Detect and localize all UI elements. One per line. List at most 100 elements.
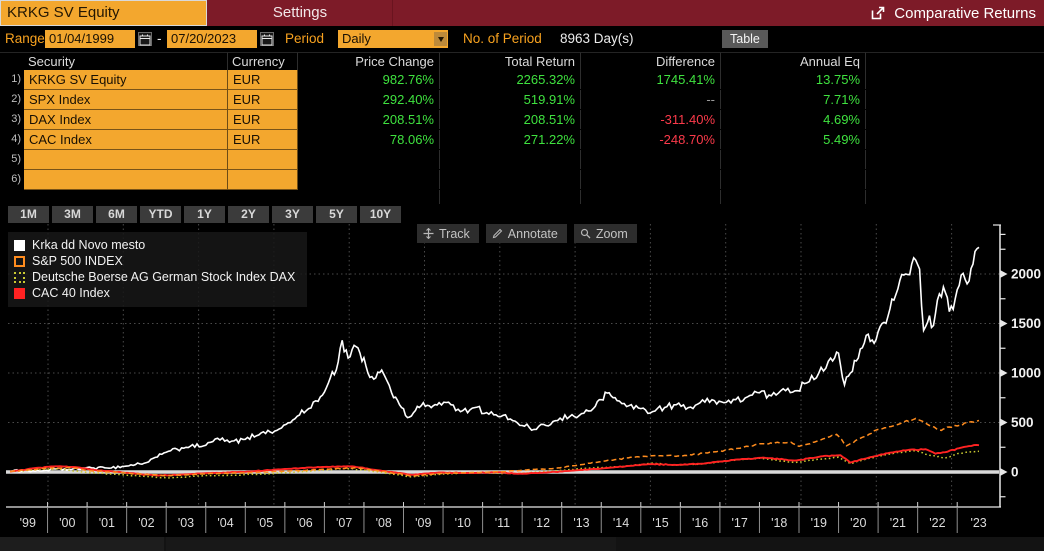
period-button-3m[interactable]: 3M xyxy=(52,205,93,223)
annual-eq-value: 5.49% xyxy=(721,130,866,149)
period-button-10y[interactable]: 10Y xyxy=(360,205,401,223)
period-button-3y[interactable]: 3Y xyxy=(272,205,313,223)
x-axis-label: '16 xyxy=(692,516,708,530)
difference-value xyxy=(581,170,721,189)
annual-eq-value: 13.75% xyxy=(721,70,866,89)
security-cell[interactable]: CAC Index xyxy=(24,130,228,150)
currency-cell[interactable]: EUR xyxy=(228,70,298,90)
legend-marker-0 xyxy=(14,239,25,251)
x-axis-label: '20 xyxy=(850,516,866,530)
end-date-input[interactable] xyxy=(167,30,257,48)
range-bar: Range - Period Daily No. of Period xyxy=(0,26,1044,52)
period-button-1m[interactable]: 1M xyxy=(8,205,49,223)
period-select[interactable]: Daily xyxy=(338,30,448,48)
chart-legend: Krka dd Novo mesto S&P 500 INDEX Deutsche … xyxy=(8,232,308,307)
security-cell[interactable]: SPX Index xyxy=(24,90,228,110)
range-label: Range xyxy=(5,31,45,46)
x-axis-label: '03 xyxy=(178,516,194,530)
track-button-label: Track xyxy=(439,226,470,241)
y-axis-label: 1500 xyxy=(1011,316,1041,331)
table-button[interactable]: Table xyxy=(722,30,768,48)
chart-area: 0 500 1000 1500 2000 '99 '00 '01 '02 '03 '04 '05 '06… xyxy=(0,224,1044,551)
annotate-button-label: Annotate xyxy=(507,226,558,241)
x-axis-label: '04 xyxy=(217,516,233,530)
chart-toolbar: Track Annotate Zoom xyxy=(417,224,637,243)
x-axis-year-band: '99 '00 '01 '02 '03 '04 '05 '06 '07 '08 '09 '10 '11 '… xyxy=(20,502,987,533)
legend-label-2: Deutsche Boerse AG German Stock Index DA… xyxy=(32,270,296,284)
export-icon[interactable] xyxy=(870,6,885,21)
total-return-value: 519.91% xyxy=(440,90,581,109)
legend-marker-1 xyxy=(14,255,25,267)
annotate-icon xyxy=(492,228,503,239)
legend-item-3[interactable]: CAC 40 Index xyxy=(14,285,295,301)
calendar-icon[interactable] xyxy=(260,32,274,46)
security-cell[interactable] xyxy=(24,170,228,190)
price-change-value xyxy=(298,170,440,189)
y-axis-label: 1000 xyxy=(1011,366,1041,381)
column-header-currency: Currency xyxy=(228,52,298,70)
annotate-button[interactable]: Annotate xyxy=(485,224,567,243)
total-return-value xyxy=(440,150,581,169)
security-tab[interactable]: KRKG SV Equity xyxy=(0,0,207,26)
row-number: 5) xyxy=(11,153,21,165)
zoom-button[interactable]: Zoom xyxy=(573,224,637,243)
legend-item-2[interactable]: Deutsche Boerse AG German Stock Index DA… xyxy=(14,269,295,285)
x-axis-label: '18 xyxy=(771,516,787,530)
column-header-spacer xyxy=(866,52,1044,70)
start-date-input[interactable] xyxy=(45,30,135,48)
y-axis-label: 0 xyxy=(1011,465,1019,480)
column-header-difference: Difference xyxy=(581,52,721,70)
x-axis-label: '99 xyxy=(20,516,36,530)
difference-value: -248.70% xyxy=(581,130,721,149)
period-button-2y[interactable]: 2Y xyxy=(228,205,269,223)
currency-cell[interactable]: EUR xyxy=(228,130,298,150)
currency-cell[interactable] xyxy=(228,150,298,170)
price-change-value: 208.51% xyxy=(298,110,440,129)
total-return-value: 271.22% xyxy=(440,130,581,149)
period-button-1y[interactable]: 1Y xyxy=(184,205,225,223)
x-axis-label: '23 xyxy=(970,516,986,530)
calendar-icon[interactable] xyxy=(138,32,152,46)
x-axis-label: '07 xyxy=(336,516,352,530)
period-button-ytd[interactable]: YTD xyxy=(140,205,181,223)
page-title: Comparative Returns xyxy=(894,4,1036,22)
difference-value: -- xyxy=(581,90,721,109)
currency-cell[interactable] xyxy=(228,170,298,190)
zoom-icon xyxy=(580,228,591,239)
function-title-group: Comparative Returns xyxy=(870,0,1036,26)
chart-canvas[interactable]: 0 500 1000 1500 2000 '99 '00 '01 '02 '03 '04 '05 '06… xyxy=(0,224,1044,551)
dropdown-arrow-icon[interactable] xyxy=(434,32,447,46)
security-cell[interactable]: DAX Index xyxy=(24,110,228,130)
row-spacer xyxy=(866,70,1044,89)
legend-label-1: S&P 500 INDEX xyxy=(32,254,123,268)
series-line-1 xyxy=(9,417,980,477)
x-axis-label: '14 xyxy=(613,516,629,530)
legend-item-1[interactable]: S&P 500 INDEX xyxy=(14,253,295,269)
y-axis-label: 2000 xyxy=(1011,267,1041,282)
row-number: 2) xyxy=(11,93,21,105)
x-axis-label: '11 xyxy=(495,516,510,530)
legend-item-0[interactable]: Krka dd Novo mesto xyxy=(14,237,295,253)
bottom-strip xyxy=(0,537,1044,551)
track-icon xyxy=(423,228,434,239)
security-cell[interactable] xyxy=(24,150,228,170)
row-number: 1) xyxy=(11,73,21,85)
row-spacer xyxy=(866,110,1044,129)
settings-tab[interactable]: Settings xyxy=(208,0,393,26)
currency-cell[interactable]: EUR xyxy=(228,110,298,130)
difference-value: -311.40% xyxy=(581,110,721,129)
x-axis-label: '05 xyxy=(257,516,273,530)
series-line-0 xyxy=(9,246,980,473)
x-axis-label: '01 xyxy=(99,516,115,530)
track-button[interactable]: Track xyxy=(417,224,479,243)
price-change-value xyxy=(298,150,440,169)
security-cell[interactable]: KRKG SV Equity xyxy=(24,70,228,90)
annual-eq-value: 7.71% xyxy=(721,90,866,109)
legend-label-0: Krka dd Novo mesto xyxy=(32,238,146,252)
legend-marker-2 xyxy=(14,271,25,283)
axes: 0 500 1000 1500 2000 xyxy=(6,224,1041,508)
period-button-6m[interactable]: 6M xyxy=(96,205,137,223)
currency-cell[interactable]: EUR xyxy=(228,90,298,110)
period-button-5y[interactable]: 5Y xyxy=(316,205,357,223)
column-header-security: Security xyxy=(24,52,228,70)
